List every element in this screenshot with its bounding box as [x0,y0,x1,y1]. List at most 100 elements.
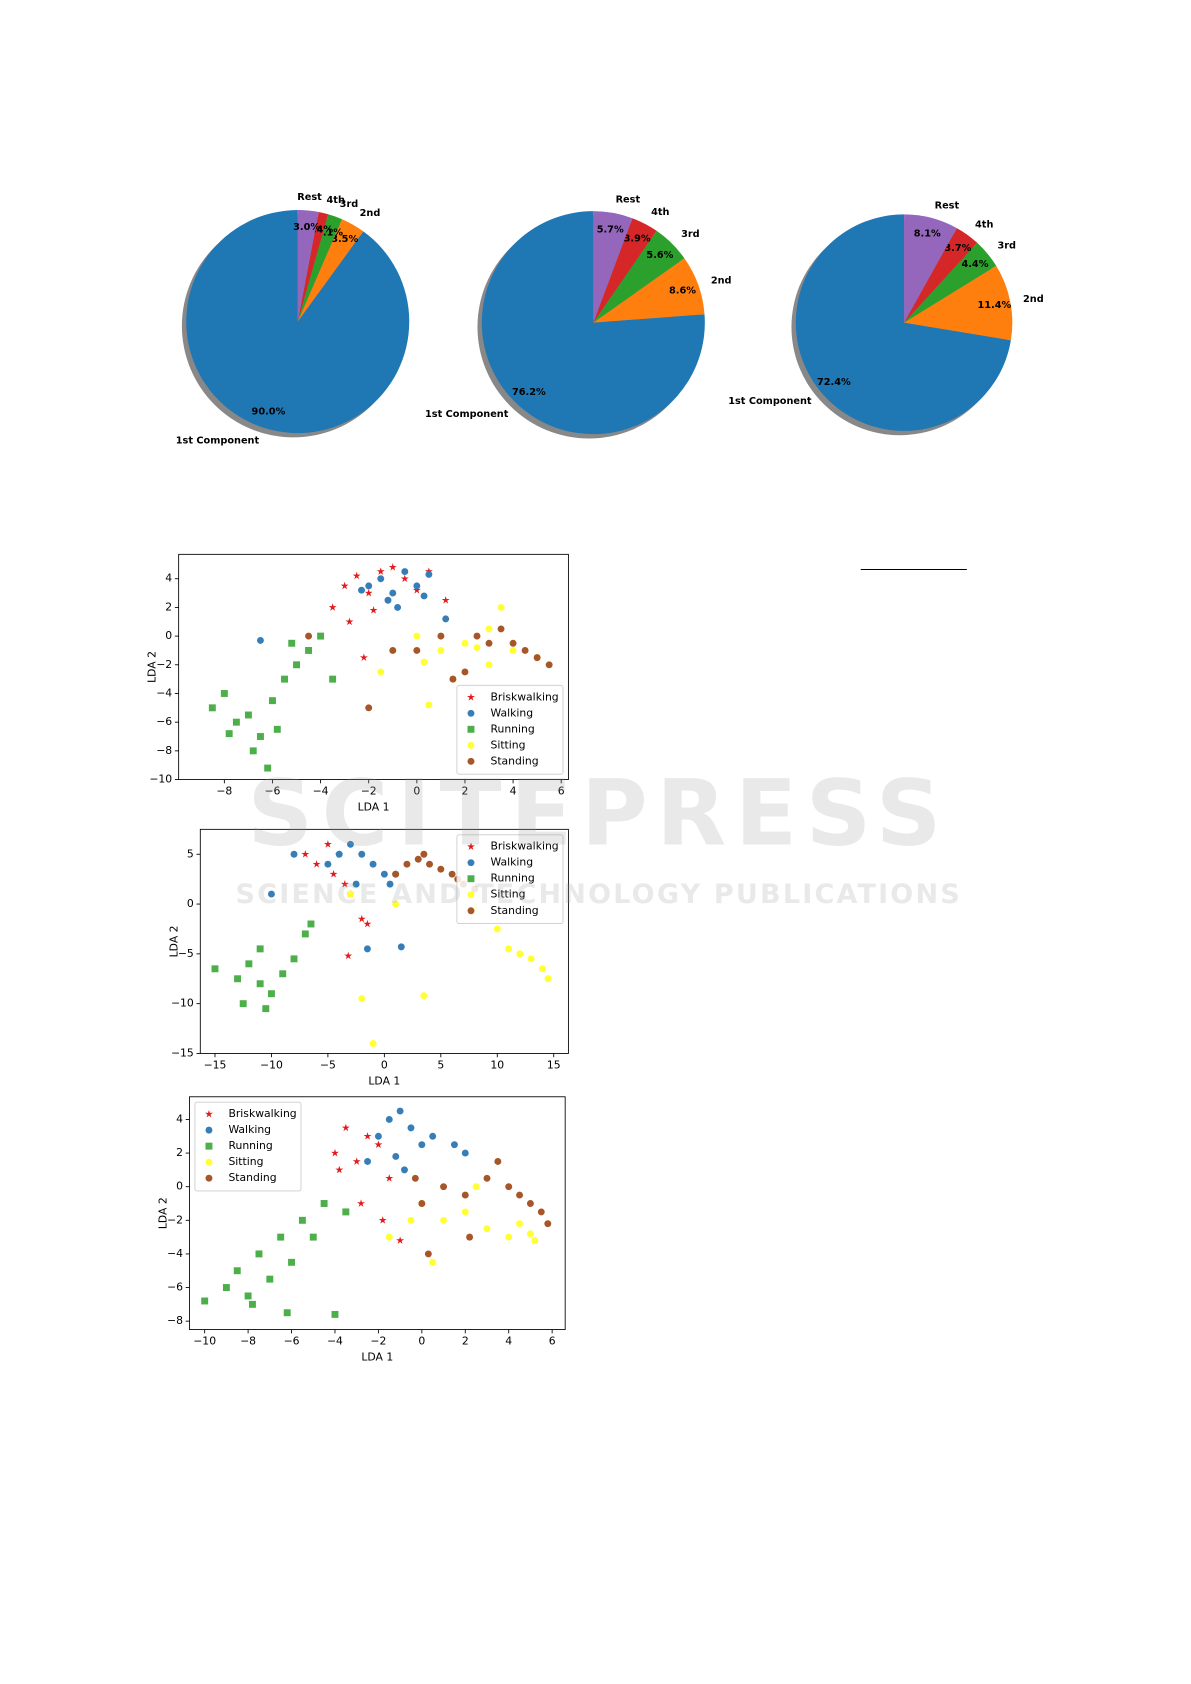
point [403,860,411,868]
point [426,860,433,868]
point [352,571,361,580]
point [363,945,371,953]
pie-slice [481,211,705,435]
point [531,1237,539,1244]
point [298,1216,306,1224]
legend-marker [467,907,475,915]
slice-label: Rest [616,195,641,206]
slice-percent: 3.5% [331,234,358,245]
point [483,1225,491,1233]
pie-slice [186,210,410,434]
point [544,975,552,983]
point [352,880,360,888]
point [331,1148,339,1157]
point [358,850,366,858]
point [256,733,264,740]
point [429,1258,437,1266]
point [374,1140,383,1149]
y-tick-label: 4 [165,572,172,585]
point [266,1275,274,1283]
point [267,990,275,998]
point [305,632,313,640]
point [414,855,422,863]
point [425,701,433,709]
x-tick-label: −8 [216,784,232,797]
point [341,1123,350,1132]
point [485,661,493,669]
x-tick-label: −15 [204,1058,227,1071]
x-tick-label: −6 [284,1334,300,1347]
legend-label: Standing [490,904,538,917]
point [317,632,325,640]
x-axis-label: LDA 1 [368,1075,400,1088]
point [329,675,337,683]
point [255,1250,263,1258]
point [461,1149,469,1157]
slice-label: 2nd [360,208,381,219]
legend-label: Briskwalking [490,840,558,853]
slice-label: 3rd [997,240,1016,251]
point [394,603,402,611]
point [222,1284,230,1292]
point [389,589,397,597]
point [345,617,354,626]
point [526,1230,534,1238]
point [385,1233,393,1241]
x-axis-label: LDA 1 [358,801,390,814]
point [472,1183,480,1191]
slice-percent: 5.6% [646,250,673,261]
point [301,930,309,938]
point [505,945,513,953]
point [232,718,240,726]
point [413,582,421,590]
legend-label: Running [228,1139,272,1152]
point [450,1141,458,1149]
point [494,1158,502,1165]
point [544,1220,552,1228]
point [424,1250,432,1258]
point [239,1000,247,1008]
y-tick-label: −8 [167,1314,183,1327]
point [358,995,366,1003]
y-tick-label: 4 [176,1112,183,1125]
y-tick-label: 2 [176,1146,183,1159]
point [301,850,310,858]
point [441,596,450,604]
legend-marker [467,757,475,765]
pie-slice [593,211,633,323]
point [225,730,233,738]
point [377,668,385,676]
slice-label: Rest [297,192,322,203]
slice-label: 3rd [681,229,700,240]
x-tick-label: 0 [381,1058,388,1071]
slice-percent: 8.1% [914,229,941,240]
point [420,658,428,666]
y-tick-label: −10 [171,997,194,1010]
point [335,1165,344,1174]
point [244,1292,252,1300]
pie-slice [593,218,657,323]
slice-label: 3rd [340,199,359,210]
y-tick-label: 0 [176,1180,183,1193]
legend-label: Standing [228,1171,276,1184]
point [283,1309,291,1317]
point [249,747,257,755]
pie-slice [593,230,685,323]
point [527,955,535,963]
legend-label: Briskwalking [228,1107,296,1120]
point [293,661,301,669]
legend-marker [467,842,475,851]
legend-marker [205,1174,213,1182]
point [352,1157,361,1165]
point [485,639,493,647]
point [342,1208,350,1216]
x-axis-label: LDA 1 [361,1351,393,1364]
point [307,920,315,928]
point [279,970,287,978]
point [412,586,421,594]
point [437,646,445,654]
point [497,603,505,611]
point [461,668,469,676]
x-tick-label: 6 [549,1334,556,1347]
